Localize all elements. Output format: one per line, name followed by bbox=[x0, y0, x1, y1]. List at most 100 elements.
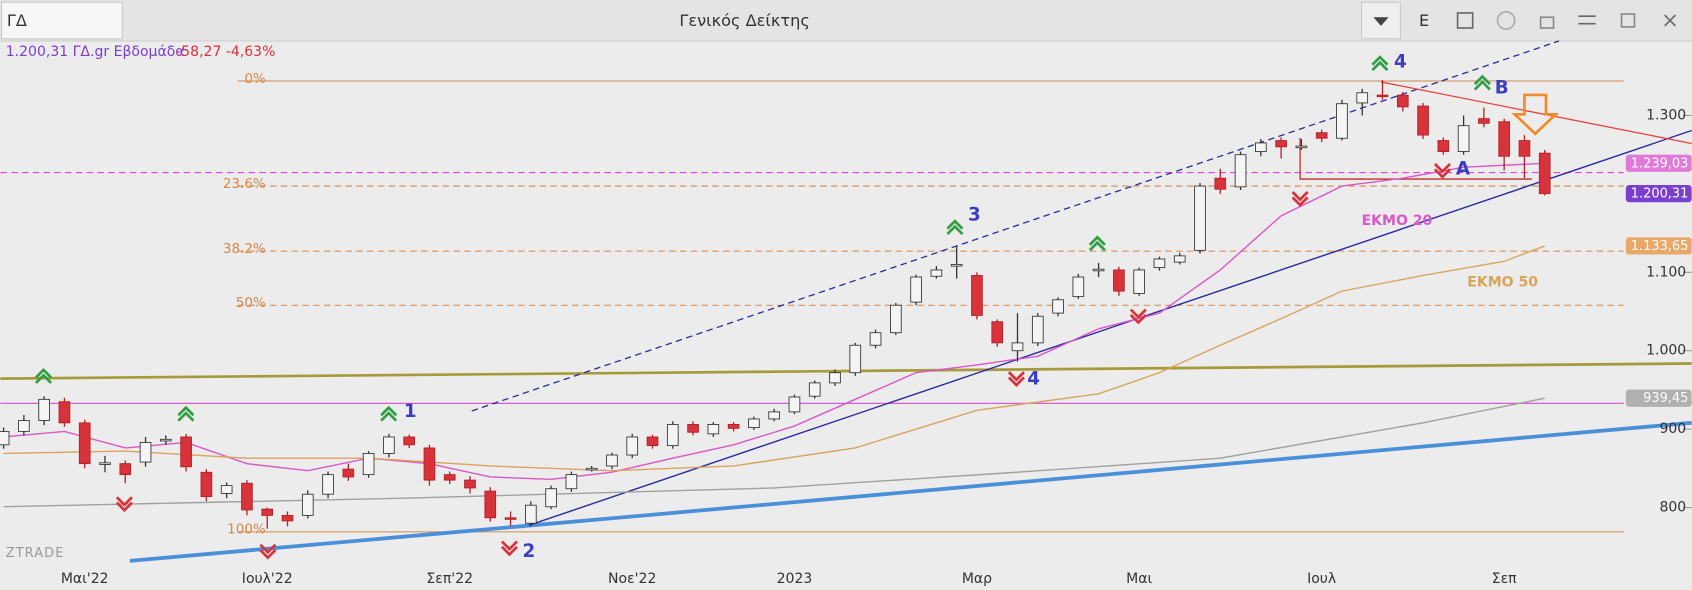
info-change: -58,27 -4,63% bbox=[176, 44, 275, 60]
candle-body bbox=[99, 462, 111, 465]
candle-body bbox=[1295, 145, 1308, 149]
candle-body bbox=[606, 454, 618, 467]
x-tick-label: 2023 bbox=[777, 571, 813, 587]
wave-label: 2 bbox=[523, 541, 536, 562]
candle-body bbox=[443, 474, 456, 481]
up-chevron bbox=[177, 405, 195, 422]
candle-body bbox=[423, 447, 436, 481]
candle-body bbox=[666, 424, 679, 447]
price-badge bbox=[1625, 185, 1692, 203]
candle-body bbox=[1376, 94, 1389, 98]
search-text: ΓΔ bbox=[7, 11, 27, 30]
lock-icon[interactable] bbox=[1539, 16, 1555, 29]
fib-label: 100% bbox=[227, 522, 266, 538]
e-button[interactable]: E bbox=[1419, 11, 1429, 30]
down-chevron bbox=[259, 543, 277, 560]
candle-body bbox=[930, 269, 943, 277]
candle-body bbox=[1133, 269, 1145, 294]
candle-body bbox=[139, 442, 152, 463]
candle-body bbox=[585, 467, 598, 471]
markers bbox=[35, 55, 1560, 560]
candle-body bbox=[301, 493, 314, 516]
candle-body bbox=[626, 436, 639, 456]
menu-icon[interactable] bbox=[1578, 15, 1596, 25]
candle-body bbox=[261, 508, 274, 516]
x-tick-label: Μαι'22 bbox=[61, 571, 109, 587]
y-tick-label: 1.000 bbox=[1646, 343, 1686, 359]
ma-label: ΕΚΜΟ 50 bbox=[1467, 275, 1538, 291]
candle-body bbox=[829, 372, 841, 384]
x-tick-label: Ιουλ'22 bbox=[242, 571, 293, 587]
moving-average bbox=[3, 397, 1545, 508]
candle-body bbox=[971, 275, 983, 316]
candle-body bbox=[78, 422, 91, 465]
fib-label: 0% bbox=[244, 71, 266, 87]
candle-body bbox=[1356, 92, 1369, 104]
candle-body bbox=[545, 488, 557, 508]
candle-body bbox=[58, 401, 71, 424]
fib-label: 38.2% bbox=[223, 241, 266, 257]
price-badge-label: 1.239,03 bbox=[1631, 156, 1689, 171]
x-tick-label: Μαι bbox=[1126, 571, 1152, 587]
drawings bbox=[0, 40, 1692, 563]
candle-body bbox=[1255, 142, 1267, 152]
price-badge-label: 939,45 bbox=[1643, 391, 1688, 406]
candle-body bbox=[808, 382, 821, 397]
quote-icon[interactable] bbox=[1496, 11, 1516, 30]
candle-body bbox=[565, 474, 578, 490]
candle-body bbox=[1396, 94, 1409, 108]
candle-body bbox=[890, 304, 902, 334]
candle-body bbox=[281, 514, 294, 522]
close-icon[interactable] bbox=[1664, 14, 1677, 27]
resistance-line bbox=[1380, 81, 1692, 145]
price-badge-label: 1.200,31 bbox=[1631, 187, 1689, 202]
up-chevron bbox=[1473, 74, 1491, 91]
y-tick-label: 900 bbox=[1659, 421, 1686, 437]
save-icon[interactable] bbox=[1456, 12, 1474, 29]
wave-label: A bbox=[1456, 158, 1471, 179]
candle-body bbox=[484, 490, 497, 519]
price-badge bbox=[1625, 237, 1692, 255]
down-chevron bbox=[1291, 191, 1309, 207]
candle-body bbox=[1437, 140, 1450, 152]
up-chevron bbox=[946, 219, 964, 236]
candle-body bbox=[991, 321, 1004, 344]
trend-line bbox=[0, 362, 1692, 380]
candle-body bbox=[1498, 121, 1510, 157]
search-box[interactable] bbox=[0, 1, 123, 40]
candle-body bbox=[119, 463, 132, 476]
candle-body bbox=[241, 482, 253, 511]
x-tick-label: Ιουλ bbox=[1307, 571, 1336, 587]
candle-body bbox=[646, 436, 659, 447]
wave-label: 4 bbox=[1394, 52, 1407, 73]
y-tick-label: 1.300 bbox=[1646, 107, 1686, 123]
candle-body bbox=[403, 436, 415, 446]
candle-body bbox=[1173, 255, 1186, 263]
candle-body bbox=[1518, 140, 1531, 157]
candle-body bbox=[342, 468, 355, 478]
y-tick-label: 800 bbox=[1659, 500, 1686, 516]
up-chevron bbox=[380, 405, 398, 422]
fib-layer: 0% 23.6% 38.2% 50% 100% bbox=[223, 71, 1624, 538]
restore-icon[interactable] bbox=[1620, 13, 1636, 28]
axis-layer: Μαι'22 Ιουλ'22 Σεπ'22 Νοε'22 2023 Μαρ Μαι Ιουλ Σ… bbox=[61, 52, 1692, 587]
x-tick-label: Σεπ bbox=[1492, 571, 1517, 587]
wave-label: B bbox=[1495, 77, 1509, 98]
candle-body bbox=[687, 424, 699, 433]
candle-body bbox=[1417, 105, 1429, 136]
down-chevron bbox=[1129, 308, 1147, 325]
candle-body bbox=[0, 431, 10, 446]
fib-label: 23.6% bbox=[223, 176, 266, 192]
candle-body bbox=[727, 424, 740, 429]
candle-layer bbox=[0, 80, 1551, 529]
candle-body bbox=[1031, 315, 1044, 344]
signal-arrow bbox=[1511, 93, 1560, 136]
down-chevron bbox=[1007, 371, 1025, 387]
x-tick-label: Νοε'22 bbox=[608, 571, 656, 587]
window-title: Γενικός Δείκτης bbox=[679, 11, 809, 30]
candle-body bbox=[504, 517, 517, 520]
wave-label: 3 bbox=[968, 205, 981, 226]
candle-body bbox=[1092, 268, 1105, 272]
